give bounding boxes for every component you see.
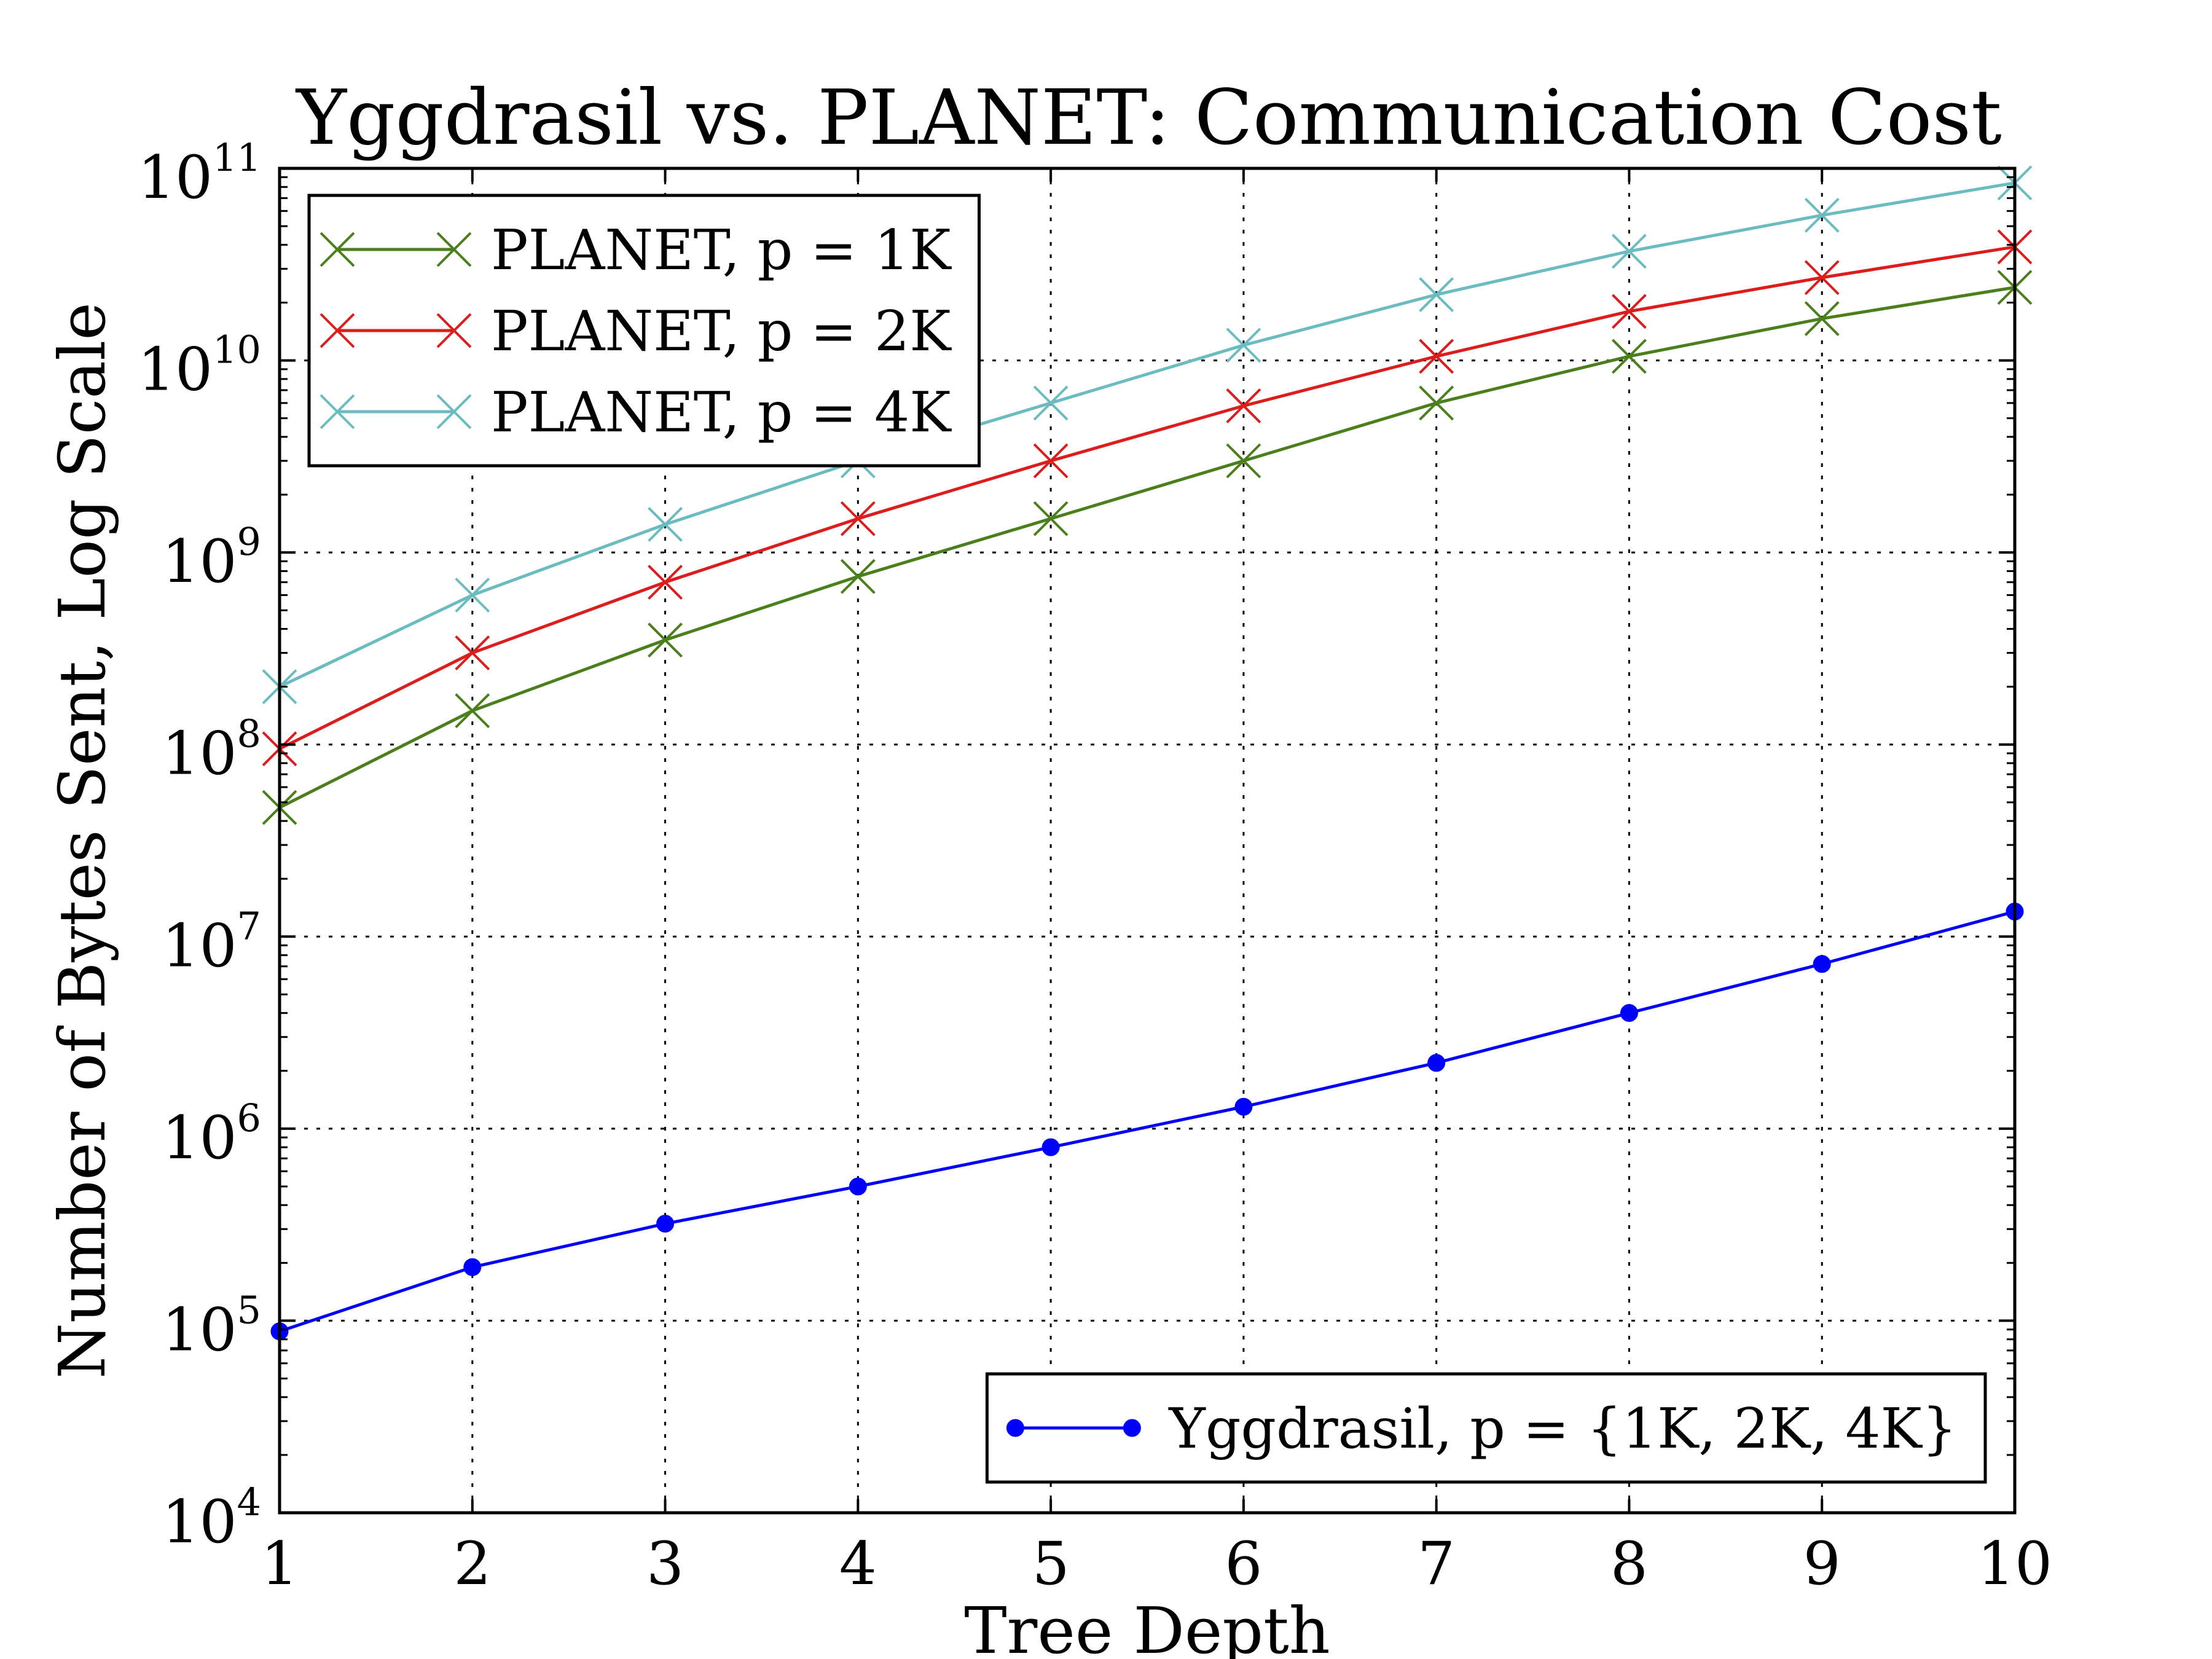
y-tick-label: 105 [162,1287,261,1364]
legend-label: Yggdrasil, p = {1K, 2K, 4K} [1167,1397,1957,1461]
data-point [840,559,876,594]
data-point [455,578,490,613]
legend-box [985,1372,1987,1484]
data-point [1006,1419,1024,1437]
ticks [278,167,2016,1514]
x-tick-label: 5 [1032,1529,1070,1598]
x-tick-label: 2 [453,1529,491,1598]
plot-frame [278,167,2017,1515]
data-point [1123,1419,1141,1437]
series-layer [262,165,2033,1341]
data-point [1612,339,1647,374]
y-tick-label: 108 [162,712,261,788]
data-point [320,232,355,267]
y-tick-label: 109 [162,519,261,596]
series-line [279,910,2015,1333]
data-point [840,501,876,536]
data-point [320,313,355,348]
data-point [1804,301,1840,337]
data-point [1419,339,1454,374]
data-point [1419,277,1454,312]
data-point [1419,385,1454,421]
x-axis-label: Tree Depth [964,1593,1330,1659]
data-point [436,313,472,348]
x-tick-label: 4 [839,1529,877,1598]
data-point [648,507,683,542]
x-tick-label: 1 [261,1529,298,1598]
data-point [320,394,355,429]
data-point [1033,501,1069,536]
data-point [1804,197,1840,233]
data-point [436,232,472,267]
series-line [278,286,2015,809]
data-point [436,394,472,429]
y-tick-label: 1010 [138,327,261,404]
data-point [1041,1138,1060,1156]
x-tick-label: 6 [1225,1529,1262,1598]
data-point [1813,955,1831,973]
data-point [463,1258,482,1276]
legend-layer: PLANET, p = 1K PLANET, p = 2K PLANET, p = … [307,194,1987,1484]
data-point [1226,388,1261,423]
series-line [278,181,2015,688]
legend-bottom-right: Yggdrasil, p = {1K, 2K, 4K} [985,1372,1987,1484]
data-point [648,622,683,658]
legend-label: PLANET, p = 2K [491,299,952,364]
y-tick-label: 104 [162,1480,261,1556]
chart-title: Yggdrasil vs. PLANET: Communication Cost [295,74,2002,162]
x-tick-label: 3 [646,1529,684,1598]
series-line [278,245,2015,750]
data-point [1234,1097,1253,1116]
x-tick-label: 10 [1977,1529,2052,1598]
x-tick-label: 9 [1803,1529,1841,1598]
data-point [1612,233,1647,269]
data-point [1033,385,1069,421]
data-point [455,635,490,670]
data-point [1033,443,1069,479]
y-tick-label: 106 [162,1096,261,1172]
legend-label: PLANET, p = 1K [491,218,952,283]
data-point [656,1215,675,1233]
data-point [1427,1054,1446,1072]
data-point [1226,443,1261,479]
data-point [1620,1004,1638,1022]
data-point [648,565,683,600]
series [270,903,2024,1341]
legend-label: PLANET, p = 4K [491,380,952,445]
y-axis-label: Number of Bytes Sent, Log Scale [45,302,120,1379]
series [262,270,2033,825]
data-point [1804,260,1840,296]
data-point [455,693,490,729]
data-point [1612,294,1647,329]
x-tick-label: 7 [1418,1529,1455,1598]
y-tick-label: 107 [162,903,261,980]
data-point [849,1177,867,1196]
tick-labels: 1 2 3 4 5 6 7 8 9 10 104 105 106 107 108 109 1010 1011 [138,135,2052,1598]
data-point [1226,327,1261,363]
x-tick-label: 8 [1610,1529,1648,1598]
y-tick-label: 1011 [138,135,261,212]
legend-top-left: PLANET, p = 1K PLANET, p = 2K PLANET, p = … [307,194,981,468]
